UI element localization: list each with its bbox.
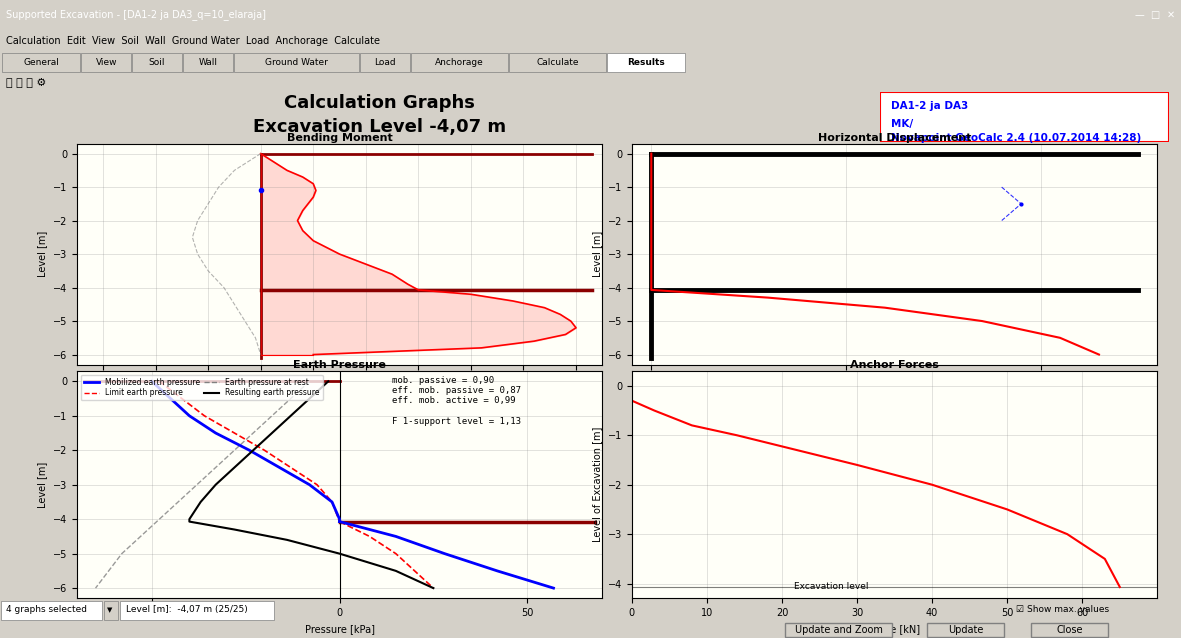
X-axis label: Pressure [kPa]: Pressure [kPa] bbox=[305, 624, 374, 634]
Text: Results: Results bbox=[627, 57, 665, 66]
Text: ☑ Show max. values: ☑ Show max. values bbox=[1016, 605, 1109, 614]
Text: Close: Close bbox=[1056, 625, 1083, 635]
Text: Calculation  Edit  View  Soil  Wall  Ground Water  Load  Anchorage  Calculate: Calculation Edit View Soil Wall Ground W… bbox=[6, 36, 380, 46]
Y-axis label: Level [m]: Level [m] bbox=[592, 231, 602, 277]
Text: Novapoint GeoCalc 2.4 (10.07.2014 14:28): Novapoint GeoCalc 2.4 (10.07.2014 14:28) bbox=[892, 133, 1142, 143]
Text: Ground Water: Ground Water bbox=[265, 57, 328, 66]
Bar bbox=[81, 54, 131, 71]
Bar bbox=[1, 601, 102, 619]
Text: 4 graphs selected: 4 graphs selected bbox=[6, 605, 87, 614]
Text: —: — bbox=[1135, 10, 1144, 20]
Y-axis label: Level [m]: Level [m] bbox=[37, 231, 47, 277]
Text: □: □ bbox=[1150, 10, 1160, 20]
Text: Excavation level: Excavation level bbox=[795, 582, 869, 591]
Text: Update and Zoom: Update and Zoom bbox=[795, 625, 882, 635]
Bar bbox=[785, 623, 892, 637]
Y-axis label: Level of Excavation [m]: Level of Excavation [m] bbox=[592, 427, 602, 542]
Text: Load: Load bbox=[374, 57, 396, 66]
Text: 🖨 📋 🔍 ⚙: 🖨 📋 🔍 ⚙ bbox=[6, 77, 46, 87]
Text: View: View bbox=[96, 57, 117, 66]
Bar bbox=[360, 54, 410, 71]
Text: ▼: ▼ bbox=[107, 607, 112, 612]
Bar bbox=[607, 54, 685, 71]
X-axis label: Bending moment [kNm]: Bending moment [kNm] bbox=[281, 390, 398, 400]
Bar bbox=[183, 54, 233, 71]
Text: Update: Update bbox=[948, 625, 983, 635]
X-axis label: Horizontal displacement [mm]: Horizontal displacement [mm] bbox=[821, 390, 968, 400]
Legend: Mobilized earth pressure, Limit earth pressure, Earth pressure at rest, Resultin: Mobilized earth pressure, Limit earth pr… bbox=[80, 375, 322, 401]
Bar bbox=[104, 601, 118, 619]
Bar bbox=[120, 601, 274, 619]
Bar bbox=[927, 623, 1004, 637]
Title: Horizontal Displacement: Horizontal Displacement bbox=[818, 133, 971, 143]
Text: ✕: ✕ bbox=[1167, 10, 1174, 20]
Y-axis label: Level [m]: Level [m] bbox=[37, 462, 47, 508]
Text: General: General bbox=[24, 57, 59, 66]
Title: Bending Moment: Bending Moment bbox=[287, 133, 392, 143]
Bar bbox=[509, 54, 606, 71]
Text: Supported Excavation - [DA1-2 ja DA3_q=10_elaraja]: Supported Excavation - [DA1-2 ja DA3_q=1… bbox=[6, 9, 266, 20]
Text: Excavation Level -4,07 m: Excavation Level -4,07 m bbox=[253, 117, 505, 135]
Text: Anchorage: Anchorage bbox=[435, 57, 484, 66]
X-axis label: Force [kN]: Force [kN] bbox=[869, 624, 920, 634]
Bar bbox=[411, 54, 508, 71]
Text: Calculate: Calculate bbox=[536, 57, 579, 66]
Text: MK/: MK/ bbox=[892, 119, 914, 130]
Bar bbox=[132, 54, 182, 71]
Bar bbox=[234, 54, 359, 71]
Text: Calculation Graphs: Calculation Graphs bbox=[283, 94, 475, 112]
Text: mob. passive = 0,90
eff. mob. passive = 0,87
eff. mob. active = 0,99

F 1-suppor: mob. passive = 0,90 eff. mob. passive = … bbox=[392, 376, 521, 426]
Text: Soil: Soil bbox=[149, 57, 165, 66]
Text: Level [m]:  -4,07 m (25/25): Level [m]: -4,07 m (25/25) bbox=[126, 605, 248, 614]
Title: Earth Pressure: Earth Pressure bbox=[293, 360, 386, 370]
Title: Anchor Forces: Anchor Forces bbox=[850, 360, 939, 370]
Text: DA1-2 ja DA3: DA1-2 ja DA3 bbox=[892, 101, 968, 111]
Bar bbox=[1031, 623, 1108, 637]
Text: Wall: Wall bbox=[198, 57, 217, 66]
Bar bbox=[2, 54, 80, 71]
